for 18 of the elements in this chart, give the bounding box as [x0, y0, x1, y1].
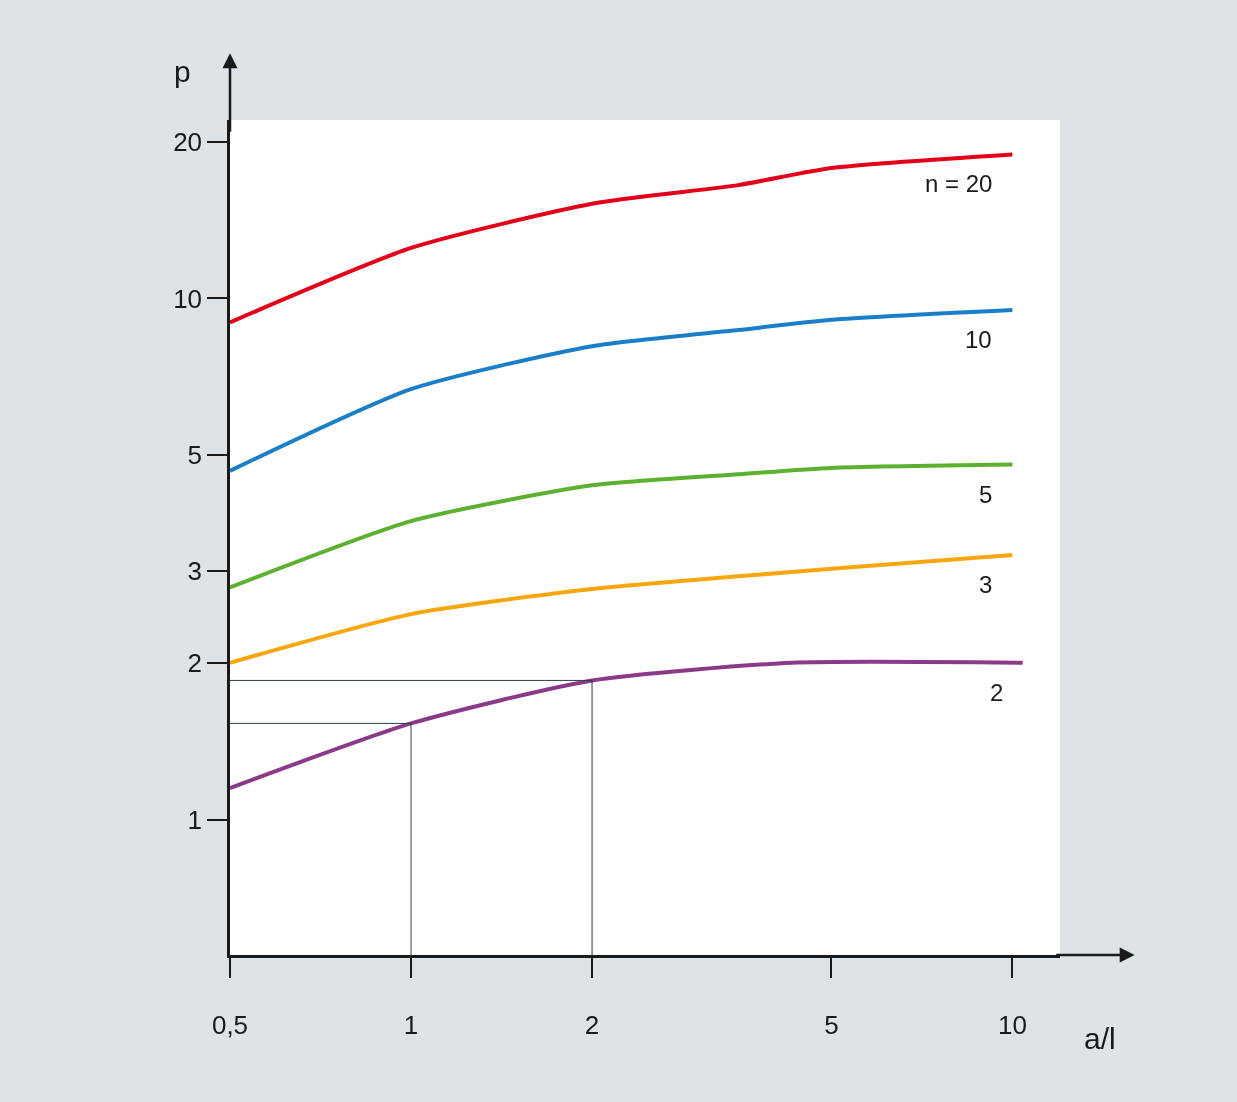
- x-tick-label: 1: [403, 1009, 419, 1040]
- x-tick-label: 5: [824, 1009, 839, 1040]
- y-tick-label: 10: [173, 283, 203, 314]
- y-tick-label: 1: [187, 804, 203, 835]
- series-label: 5: [979, 481, 993, 508]
- series-label: 2: [990, 679, 1004, 706]
- x-axis-title: a/l: [1084, 1022, 1116, 1055]
- y-tick-label: 20: [173, 126, 203, 157]
- y-axis-title: p: [174, 55, 191, 88]
- y-tick-label: 5: [187, 440, 203, 471]
- series-label: n = 20: [925, 170, 993, 197]
- series-label: 10: [965, 326, 992, 353]
- y-tick-label: 2: [187, 647, 203, 678]
- x-tick-label: 10: [997, 1009, 1027, 1040]
- series-label: 3: [979, 571, 993, 598]
- x-tick-label: 0,5: [211, 1009, 249, 1040]
- x-tick-label: 2: [584, 1009, 600, 1040]
- y-tick-label: 3: [187, 556, 203, 587]
